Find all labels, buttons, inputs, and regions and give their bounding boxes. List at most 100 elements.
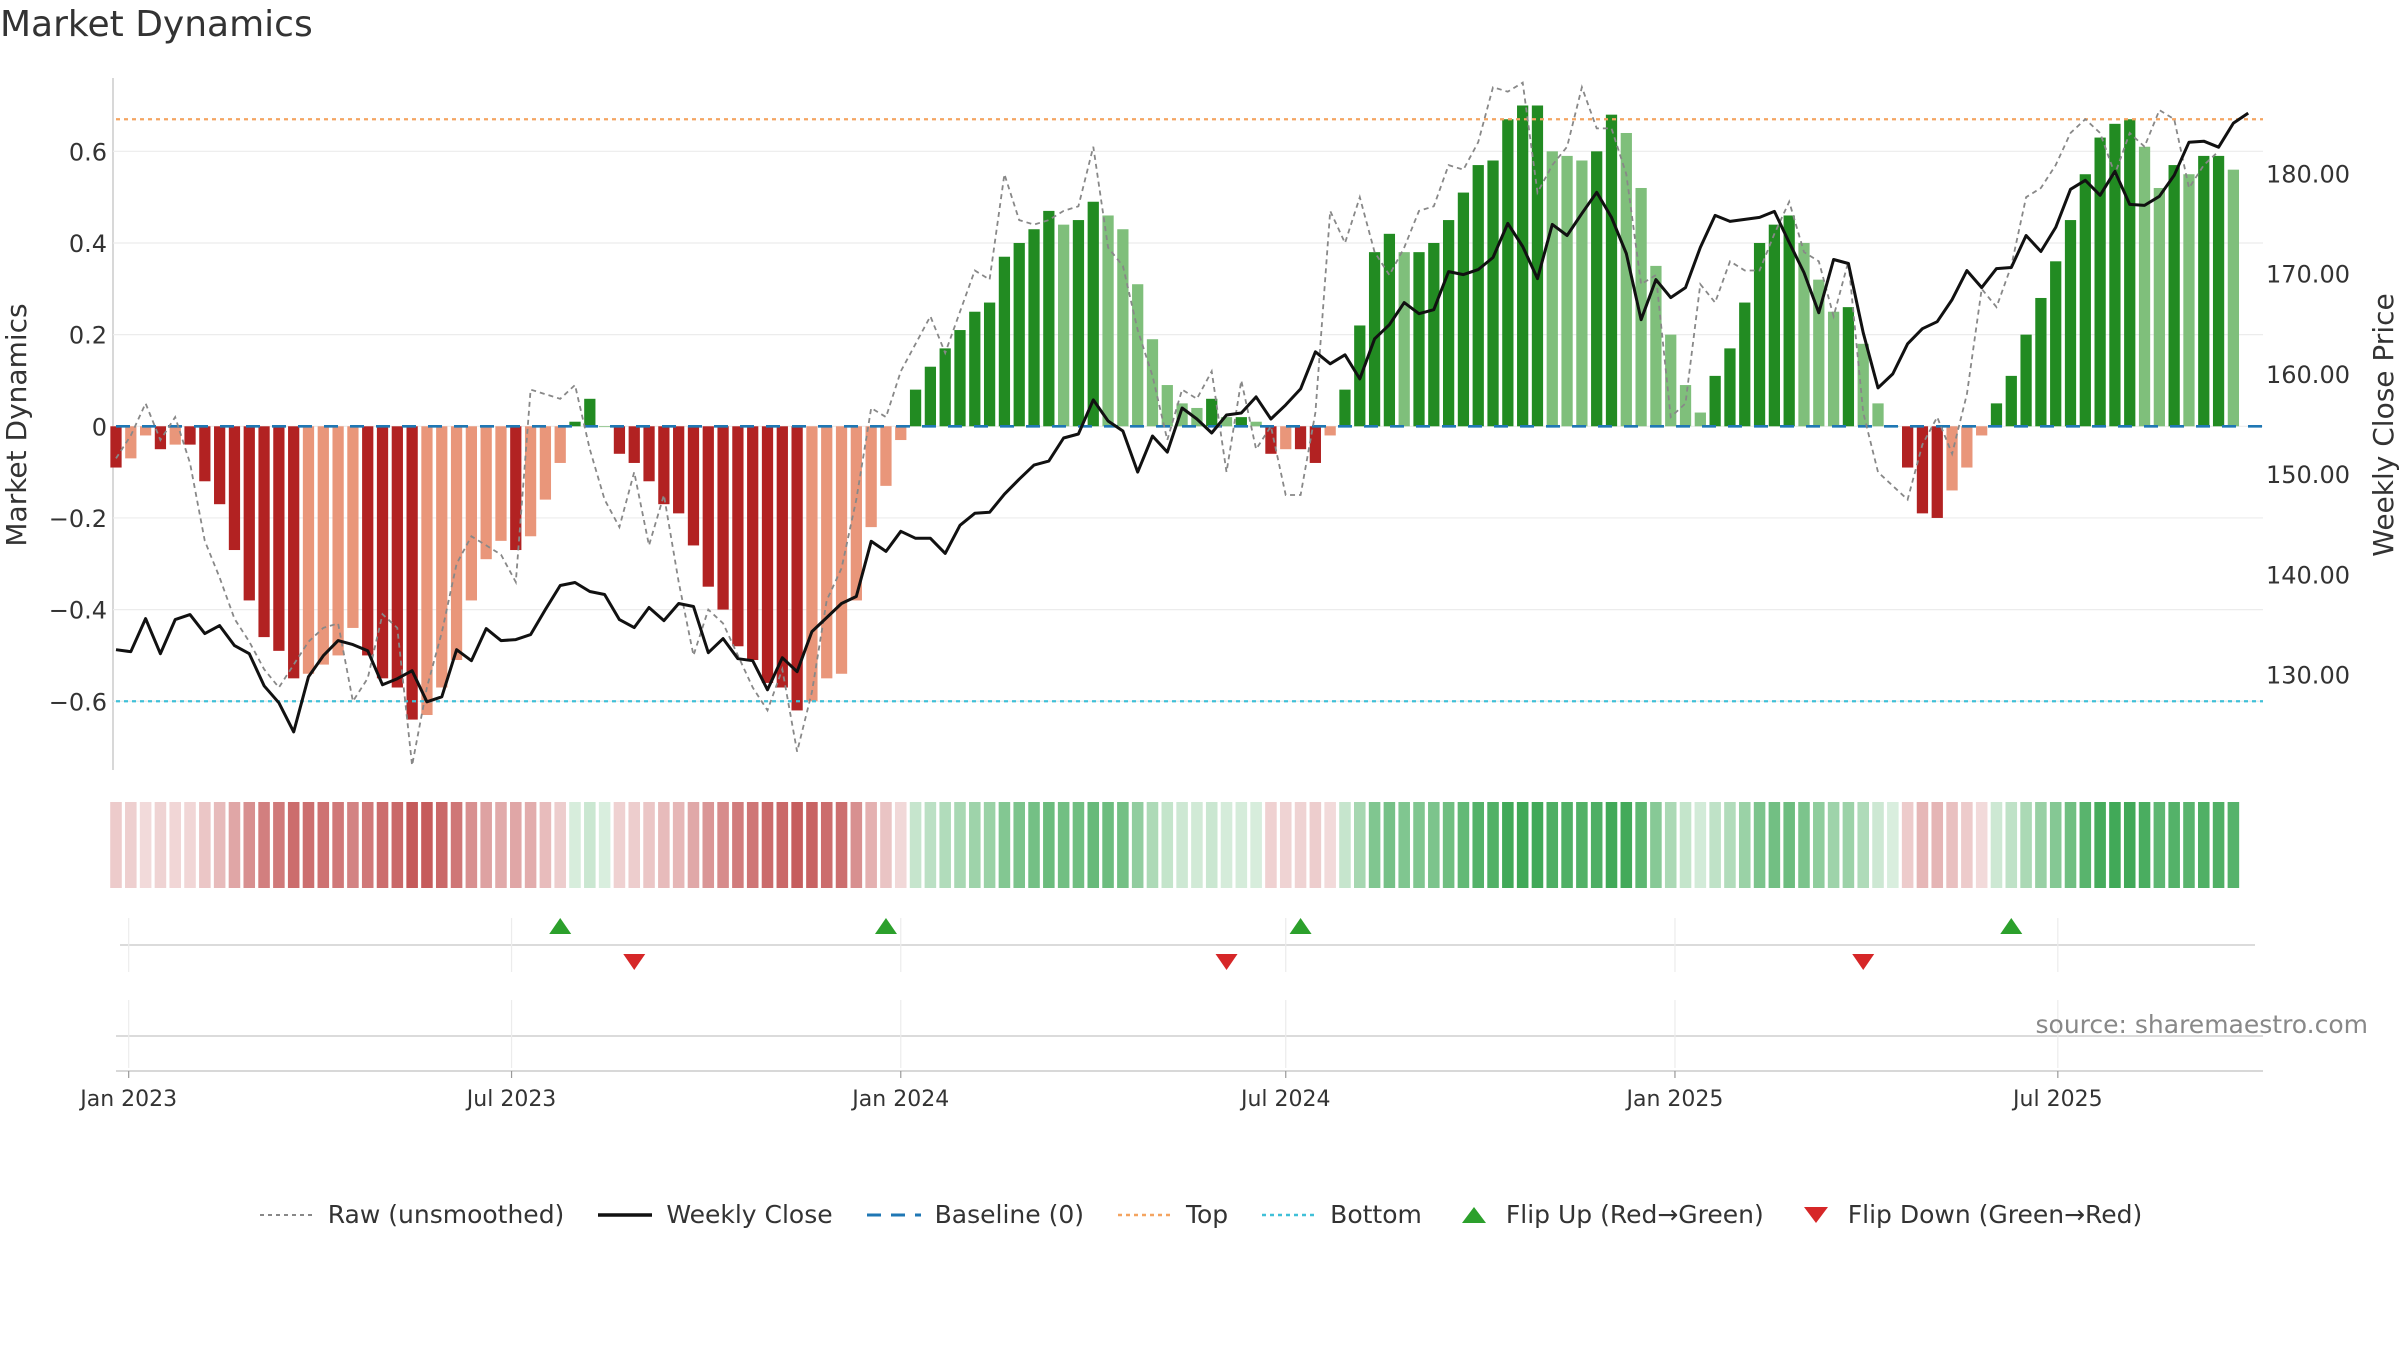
market-dynamics-bar bbox=[1176, 403, 1188, 427]
regime-strip-cell bbox=[1294, 802, 1307, 888]
market-dynamics-bar bbox=[2168, 165, 2180, 427]
market-dynamics-bar bbox=[1902, 426, 1914, 468]
regime-strip-cell bbox=[894, 802, 907, 888]
market-dynamics-bar bbox=[924, 366, 937, 427]
regime-strip-cell bbox=[376, 802, 389, 888]
market-dynamics-bar bbox=[1961, 426, 1973, 468]
regime-strip-cell bbox=[1605, 802, 1618, 888]
raw-unsmoothed-line bbox=[115, 81, 2220, 766]
regime-strip-cell bbox=[1724, 802, 1736, 888]
regime-strip-cell bbox=[1679, 802, 1692, 888]
y2-tick-label: 130.00 bbox=[2266, 662, 2350, 690]
market-dynamics-bar bbox=[1398, 252, 1410, 427]
regime-strip-cell bbox=[1057, 802, 1070, 888]
market-dynamics-bar bbox=[169, 426, 181, 445]
market-dynamics-bar bbox=[1457, 192, 1470, 427]
market-dynamics-bar bbox=[1413, 252, 1425, 427]
regime-strip-cell bbox=[1220, 802, 1233, 888]
market-dynamics-bar bbox=[2005, 375, 2017, 427]
regime-strip-cell bbox=[1191, 802, 1203, 888]
legend-label-close: Weekly Close bbox=[666, 1200, 833, 1229]
market-dynamics-bar bbox=[569, 421, 581, 427]
regime-strip-cell bbox=[1339, 802, 1351, 888]
source-note: source: sharemaestro.com bbox=[2035, 1010, 2369, 1039]
regime-strip-cell bbox=[1457, 802, 1470, 888]
market-dynamics-bar bbox=[687, 426, 700, 546]
market-dynamics-bar bbox=[761, 426, 774, 683]
market-dynamics-bar bbox=[510, 426, 522, 551]
market-dynamics-bar bbox=[1294, 426, 1307, 450]
market-dynamics-bar bbox=[865, 426, 877, 528]
market-dynamics-bar bbox=[539, 426, 552, 500]
market-dynamics-bar bbox=[1265, 426, 1277, 454]
regime-strip-cell bbox=[1205, 802, 1218, 888]
regime-strip-cell bbox=[702, 802, 715, 888]
market-dynamics-bar bbox=[1827, 311, 1840, 427]
regime-strip-cell bbox=[717, 802, 729, 888]
y-tick-label: −0.6 bbox=[49, 688, 107, 716]
market-dynamics-bar bbox=[776, 426, 788, 688]
regime-strip-cell bbox=[480, 802, 492, 888]
legend-label-flip-up: Flip Up (Red→Green) bbox=[1505, 1200, 1764, 1229]
regime-strip-cell bbox=[1531, 802, 1544, 888]
legend-swatch-baseline bbox=[866, 1213, 921, 1216]
regime-strip-cell bbox=[539, 802, 552, 888]
market-dynamics-bar bbox=[1546, 151, 1558, 427]
market-dynamics-bar bbox=[1487, 160, 1499, 427]
regime-strip-cell bbox=[1250, 802, 1262, 888]
regime-strip-cell bbox=[2020, 802, 2032, 888]
regime-strip-cell bbox=[1487, 802, 1499, 888]
market-dynamics-bar bbox=[243, 426, 255, 601]
regime-strip-cell bbox=[658, 802, 670, 888]
market-dynamics-bar bbox=[1280, 426, 1292, 450]
y-axis-label: Market Dynamics bbox=[0, 303, 33, 546]
regime-strip-cell bbox=[199, 802, 211, 888]
y2-axis-label: Weekly Close Price bbox=[2367, 293, 2400, 556]
legend-item-flip-down: Flip Down (Green→Red) bbox=[1796, 1200, 2142, 1229]
market-dynamics-bar bbox=[850, 426, 862, 601]
market-dynamics-bar bbox=[1857, 343, 1869, 427]
legend-item-flip-up: Flip Up (Red→Green) bbox=[1454, 1200, 1764, 1229]
regime-strip-cell bbox=[1161, 802, 1174, 888]
regime-strip-cell bbox=[1354, 802, 1366, 888]
market-dynamics-bar bbox=[2094, 137, 2106, 427]
flip-up-marker bbox=[2000, 918, 2023, 934]
market-dynamics-bar bbox=[450, 426, 463, 661]
flip-down-marker bbox=[1852, 954, 1875, 970]
market-dynamics-bar bbox=[421, 426, 433, 716]
regime-strip-cell bbox=[2227, 802, 2240, 888]
market-dynamics-bar bbox=[317, 426, 329, 665]
regime-strip-cell bbox=[732, 802, 744, 888]
market-dynamics-bar bbox=[1220, 417, 1233, 427]
regime-strip-cell bbox=[1842, 802, 1855, 888]
market-dynamics-bar bbox=[1946, 426, 1958, 491]
regime-strip-cell bbox=[2197, 802, 2210, 888]
regime-strip-cell bbox=[2109, 802, 2121, 888]
market-dynamics-bar bbox=[1235, 417, 1247, 427]
market-dynamics-bar bbox=[1990, 403, 2003, 427]
market-dynamics-bar bbox=[821, 426, 833, 679]
regime-strip-cell bbox=[154, 802, 167, 888]
market-dynamics-bar bbox=[1635, 187, 1647, 427]
regime-strip-cell bbox=[465, 802, 478, 888]
regime-strip-cell bbox=[1798, 802, 1810, 888]
market-dynamics-bar bbox=[673, 426, 685, 514]
market-dynamics-bar bbox=[1768, 224, 1780, 427]
legend-swatch-bottom bbox=[1262, 1213, 1317, 1216]
legend-label-raw: Raw (unsmoothed) bbox=[327, 1200, 565, 1229]
regime-strip-cell bbox=[2094, 802, 2106, 888]
market-dynamics-bar bbox=[806, 426, 818, 702]
market-dynamics-bar bbox=[1324, 426, 1336, 436]
market-dynamics-bar bbox=[969, 311, 981, 427]
regime-strip-cell bbox=[2049, 802, 2062, 888]
regime-strip-cell bbox=[169, 802, 182, 888]
regime-strip-cell bbox=[998, 802, 1011, 888]
market-dynamics-bar bbox=[1694, 412, 1706, 427]
market-dynamics-bar bbox=[880, 426, 892, 486]
regime-strip-cell bbox=[880, 802, 892, 888]
market-dynamics-bar bbox=[1620, 132, 1632, 427]
regime-strip-cell bbox=[1990, 802, 2003, 888]
market-dynamics-bar bbox=[2035, 297, 2047, 427]
regime-strip-cell bbox=[287, 802, 300, 888]
regime-strip-cell bbox=[139, 802, 152, 888]
